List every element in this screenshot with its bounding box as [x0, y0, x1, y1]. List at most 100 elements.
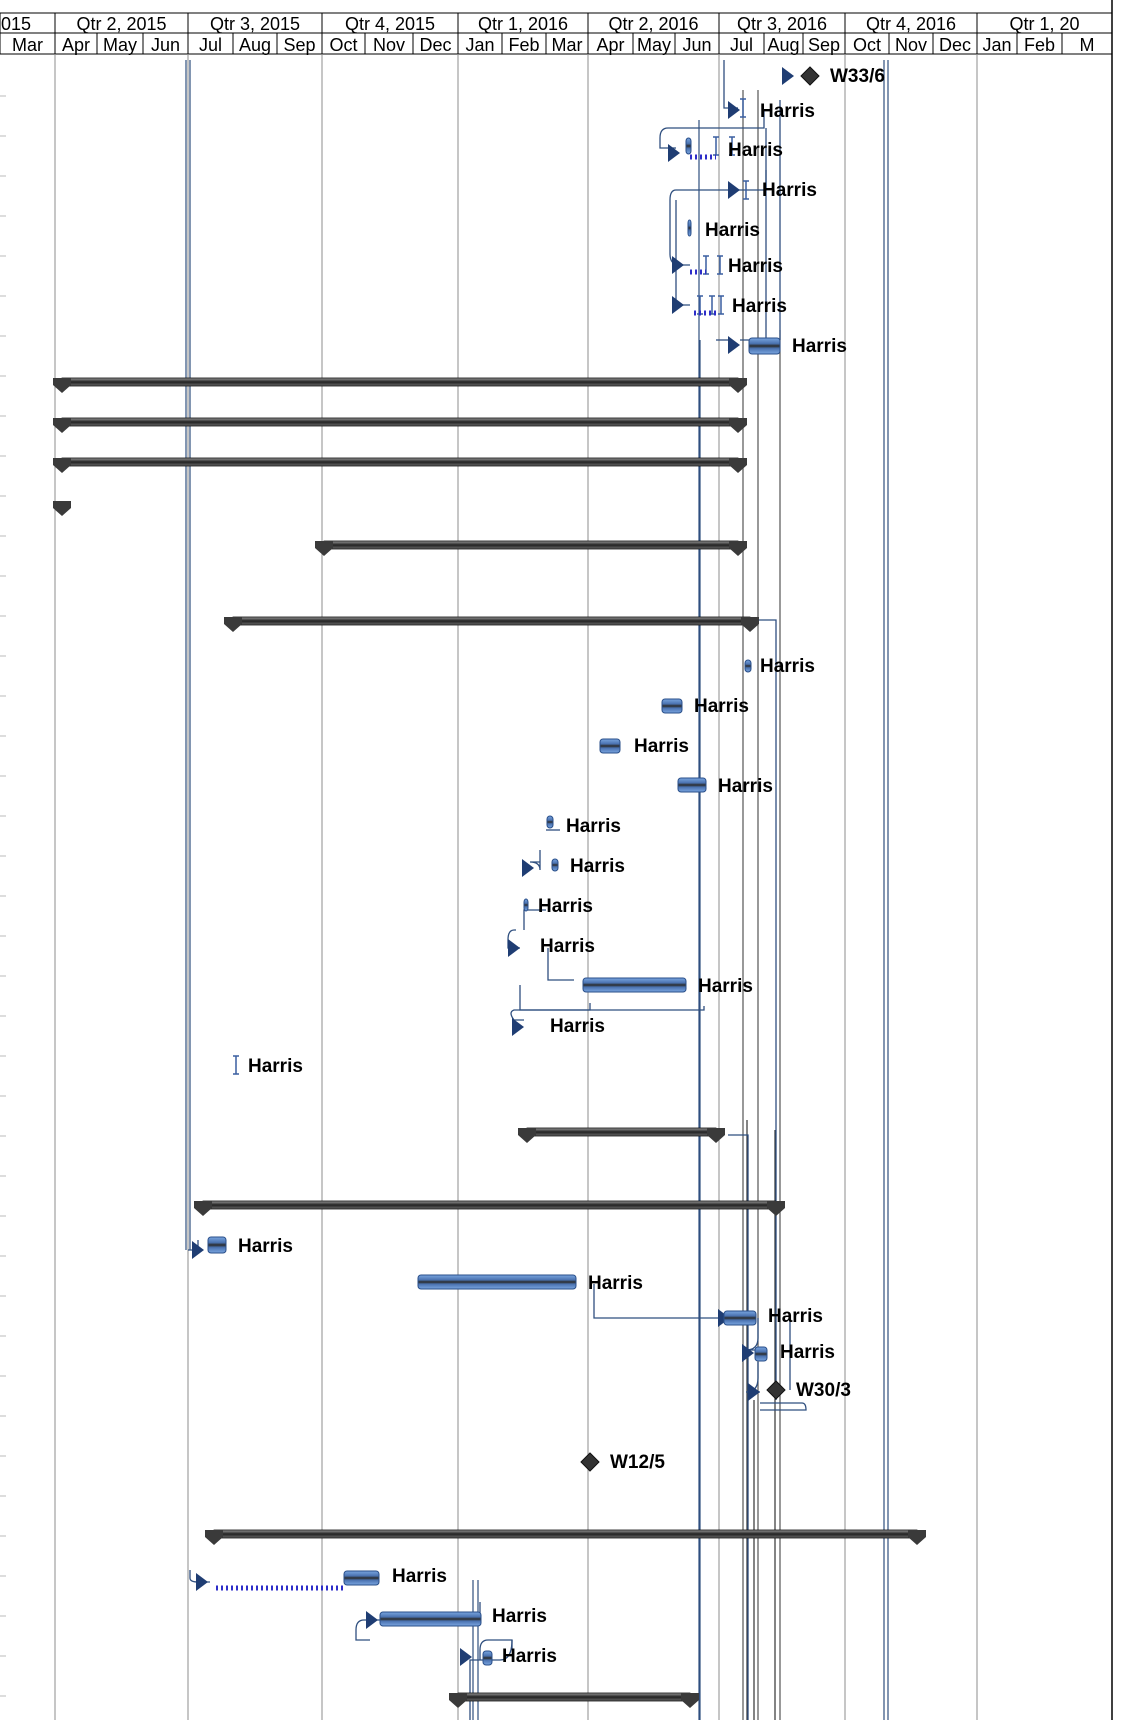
- task-tick: [233, 1055, 239, 1075]
- quarter-label: Qtr 1, 2016: [478, 14, 568, 34]
- resource-label: Harris: [728, 140, 783, 161]
- summary-bar: [232, 616, 751, 626]
- task-bars: [53, 66, 926, 1708]
- dependency-arrowhead: [728, 336, 740, 354]
- task-bar: [379, 1611, 482, 1627]
- summary-bar-start-cap: [53, 378, 71, 393]
- task-bar: [551, 858, 559, 872]
- summary-bar-start-cap: [194, 1201, 212, 1216]
- dependency-connector: [593, 1284, 720, 1319]
- task-bar: [687, 219, 692, 237]
- dependency-arrowhead: [782, 67, 794, 85]
- task-bar: [748, 337, 781, 355]
- task-bar: [207, 1236, 227, 1254]
- dependency-arrowhead: [366, 1611, 378, 1629]
- month-label: Feb: [1024, 35, 1055, 55]
- month-label: Jul: [199, 35, 222, 55]
- quarter-label: Qtr 3, 2015: [210, 14, 300, 34]
- task-tick: [717, 255, 723, 275]
- month-label: May: [637, 35, 671, 55]
- task-bar: [482, 1650, 493, 1666]
- resource-label: Harris: [570, 856, 625, 877]
- resource-label: Harris: [238, 1236, 293, 1257]
- task-bar: [661, 698, 683, 714]
- resource-label: Harris: [694, 696, 749, 717]
- dependency-connector: [479, 1639, 513, 1660]
- task-tick: [743, 180, 749, 200]
- quarter-label: 015: [1, 14, 31, 34]
- task-tick: [729, 136, 735, 156]
- summary-bar: [61, 457, 739, 467]
- month-label: M: [1080, 35, 1095, 55]
- milestone-diamond: [580, 1452, 600, 1472]
- month-label: Mar: [552, 35, 583, 55]
- dependency-connector: [510, 1006, 705, 1021]
- quarter-label: Qtr 2, 2016: [608, 14, 698, 34]
- summary-bar-end-cap: [707, 1128, 725, 1143]
- month-label: Dec: [939, 35, 971, 55]
- quarter-label: Qtr 2, 2015: [76, 14, 166, 34]
- dependency-arrowhead: [668, 144, 680, 162]
- quarter-label: Qtr 3, 2016: [737, 14, 827, 34]
- resource-label: Harris: [540, 936, 595, 957]
- summary-bar-start-cap: [53, 458, 71, 473]
- resource-label: Harris: [718, 776, 773, 797]
- dependency-arrowhead: [508, 939, 520, 957]
- dependency-links: [185, 60, 889, 1720]
- month-label: Jun: [151, 35, 180, 55]
- summary-bar-start-cap: [315, 541, 333, 556]
- dependency-arrowhead: [512, 1018, 524, 1036]
- summary-bar-start-cap: [205, 1530, 223, 1545]
- milestone-label: W30/3: [796, 1380, 851, 1401]
- quarter-label: Qtr 4, 2015: [345, 14, 435, 34]
- timescale-header: 015 Qtr 2, 2015 Qtr 3, 2015 Qtr 4, 2015 Qtr …: [0, 12, 1113, 55]
- resource-label: Harris: [492, 1606, 547, 1627]
- dependency-connector: [519, 985, 591, 1011]
- summary-bar-end-cap: [729, 541, 747, 556]
- task-tick: [740, 98, 746, 118]
- summary-bar-end-cap: [767, 1201, 785, 1216]
- dependency-connector: [760, 1402, 807, 1411]
- dependency-connector: [728, 1134, 749, 1720]
- month-label: Sep: [283, 35, 315, 55]
- resource-label: Harris: [768, 1306, 823, 1327]
- month-label: Aug: [239, 35, 271, 55]
- dependency-arrowhead: [672, 256, 684, 274]
- dependency-arrowhead: [728, 101, 740, 119]
- summary-bar: [526, 1127, 717, 1137]
- quarter-label: Qtr 4, 2016: [866, 14, 956, 34]
- resource-label: Harris: [566, 816, 621, 837]
- resource-label: Harris: [728, 256, 783, 277]
- resource-label: Harris: [502, 1646, 557, 1667]
- resource-label: Harris: [698, 976, 753, 997]
- summary-bar-end-cap: [741, 617, 759, 632]
- quarter-label: Qtr 1, 20: [1009, 14, 1079, 34]
- dependency-arrowhead: [728, 181, 740, 199]
- month-label: May: [103, 35, 137, 55]
- dependency-connector: [659, 110, 765, 149]
- month-label: Oct: [853, 35, 881, 55]
- month-label: Dec: [419, 35, 451, 55]
- month-label: Apr: [596, 35, 624, 55]
- month-label: Jul: [730, 35, 753, 55]
- task-tick: [713, 136, 719, 156]
- timeline-grid: [0, 54, 978, 1720]
- resource-label: Harris: [732, 296, 787, 317]
- month-label: Apr: [62, 35, 90, 55]
- resource-label: Harris: [705, 220, 760, 241]
- dependency-connector: [723, 60, 738, 109]
- summary-bar-end-cap: [729, 378, 747, 393]
- task-bar: [685, 137, 692, 155]
- month-label: Sep: [808, 35, 840, 55]
- task-bar: [744, 659, 752, 673]
- dependency-arrowhead: [742, 1344, 754, 1362]
- milestone-diamond: [800, 66, 820, 86]
- task-bar: [754, 1346, 768, 1362]
- summary-bar-end-cap: [681, 1693, 699, 1708]
- summary-bar-start-cap: [53, 418, 71, 433]
- month-label: Jan: [465, 35, 494, 55]
- month-label: Aug: [767, 35, 799, 55]
- month-label: Oct: [329, 35, 357, 55]
- resource-label: Harris: [248, 1056, 303, 1077]
- dependency-connector: [529, 850, 541, 871]
